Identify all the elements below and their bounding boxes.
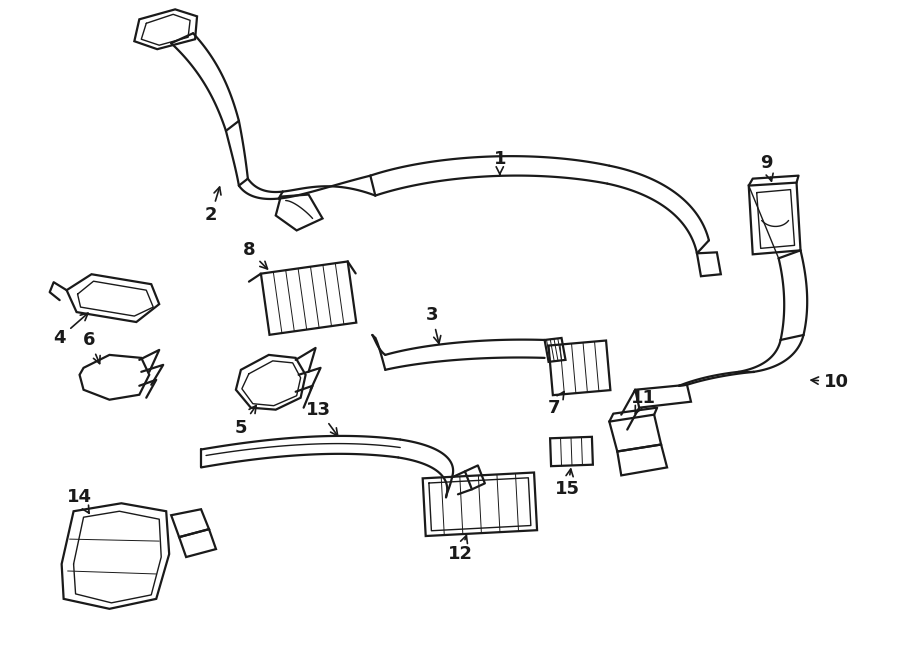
Text: 11: 11: [631, 389, 656, 414]
Text: 14: 14: [68, 488, 92, 513]
Text: 2: 2: [205, 187, 221, 225]
Text: 4: 4: [53, 313, 88, 347]
Text: 5: 5: [235, 405, 256, 436]
Text: 10: 10: [811, 373, 849, 391]
Text: 6: 6: [84, 331, 100, 364]
Text: 15: 15: [555, 469, 580, 498]
Text: 12: 12: [447, 535, 473, 563]
Text: 9: 9: [760, 154, 773, 181]
Text: 13: 13: [306, 401, 338, 436]
Text: 1: 1: [493, 150, 506, 175]
Text: 8: 8: [242, 241, 267, 269]
Text: 7: 7: [547, 392, 564, 416]
Text: 3: 3: [426, 306, 441, 344]
